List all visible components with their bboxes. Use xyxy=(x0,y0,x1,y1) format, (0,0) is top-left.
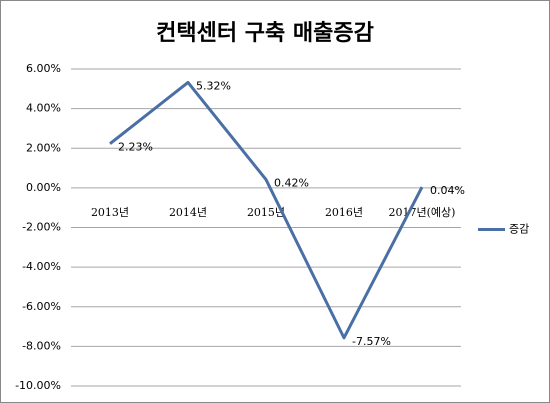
data-label: 2.23% xyxy=(118,141,153,154)
chart-title: 컨택센터 구축 매출증감 xyxy=(156,21,374,46)
data-label: 0.04% xyxy=(430,184,465,197)
y-tick-label: -6.00% xyxy=(22,300,61,313)
x-tick-label: 2014년 xyxy=(169,206,207,219)
data-label: -7.57% xyxy=(352,335,391,348)
x-tick-label: 2017년(예상) xyxy=(389,206,456,219)
legend-label: 증감 xyxy=(509,223,529,236)
y-tick-label: 0.00% xyxy=(26,181,61,194)
y-tick-label: -2.00% xyxy=(22,221,61,234)
y-tick-label: 4.00% xyxy=(26,102,61,115)
y-tick-label: 2.00% xyxy=(26,141,61,154)
y-tick-label: -4.00% xyxy=(22,260,61,273)
data-label: 0.42% xyxy=(274,177,309,190)
y-tick-label: -10.00% xyxy=(15,379,61,392)
x-tick-label: 2016년 xyxy=(325,206,363,219)
x-tick-label: 2015년 xyxy=(247,206,285,219)
data-label: 5.32% xyxy=(196,79,231,92)
y-tick-label: -8.00% xyxy=(22,339,61,352)
y-tick-label: 6.00% xyxy=(26,62,61,75)
line xyxy=(109,80,424,340)
x-tick-label: 2013년 xyxy=(91,206,129,219)
